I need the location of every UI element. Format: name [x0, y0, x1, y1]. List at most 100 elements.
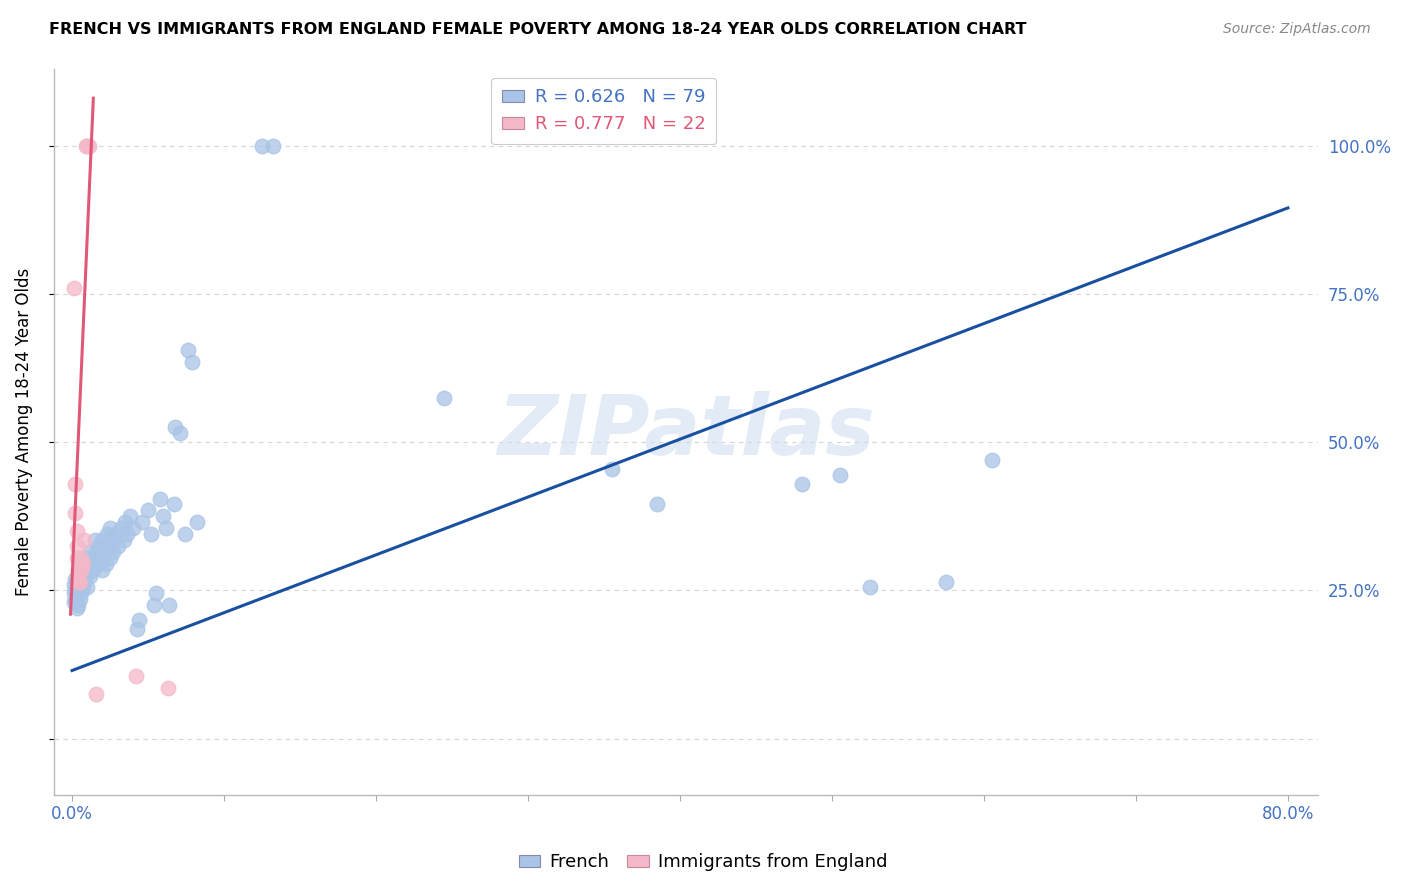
Point	[115, 527, 138, 541]
Point	[152, 509, 174, 524]
Point	[67, 599, 90, 613]
Point	[176, 343, 198, 358]
Point	[75, 138, 97, 153]
Point	[250, 138, 273, 153]
Point	[83, 533, 105, 547]
Point	[89, 539, 111, 553]
Point	[118, 509, 141, 524]
Point	[63, 506, 86, 520]
Point	[645, 498, 668, 512]
Point	[66, 550, 89, 565]
Point	[98, 521, 121, 535]
Point	[80, 557, 103, 571]
Point	[790, 476, 813, 491]
Y-axis label: Female Poverty Among 18-24 Year Olds: Female Poverty Among 18-24 Year Olds	[15, 268, 32, 596]
Point	[63, 572, 86, 586]
Point	[127, 622, 149, 636]
Point	[125, 669, 148, 683]
Point	[72, 557, 94, 571]
Point	[69, 592, 91, 607]
Point	[62, 281, 84, 295]
Point	[77, 138, 100, 153]
Point	[131, 515, 153, 529]
Point	[90, 550, 112, 565]
Point	[66, 586, 89, 600]
Text: Source: ZipAtlas.com: Source: ZipAtlas.com	[1223, 22, 1371, 37]
Point	[107, 539, 129, 553]
Point	[169, 426, 191, 441]
Point	[73, 533, 96, 547]
Point	[91, 563, 114, 577]
Point	[70, 586, 93, 600]
Point	[163, 498, 186, 512]
Point	[121, 521, 143, 535]
Text: FRENCH VS IMMIGRANTS FROM ENGLAND FEMALE POVERTY AMONG 18-24 YEAR OLDS CORRELATI: FRENCH VS IMMIGRANTS FROM ENGLAND FEMALE…	[49, 22, 1026, 37]
Point	[70, 550, 93, 565]
Point	[100, 533, 122, 547]
Point	[104, 527, 127, 541]
Legend: French, Immigrants from England: French, Immigrants from England	[512, 847, 894, 879]
Point	[110, 521, 132, 535]
Point	[72, 557, 94, 571]
Point	[79, 568, 101, 582]
Point	[96, 527, 118, 541]
Point	[86, 545, 108, 559]
Point	[101, 545, 124, 559]
Point	[93, 545, 115, 559]
Point	[62, 586, 84, 600]
Point	[62, 595, 84, 609]
Point	[66, 574, 89, 589]
Point	[69, 574, 91, 589]
Point	[66, 539, 89, 553]
Point	[69, 554, 91, 568]
Point	[67, 566, 90, 580]
Point	[155, 521, 177, 535]
Point	[91, 533, 114, 547]
Point	[70, 572, 93, 586]
Point	[136, 503, 159, 517]
Point	[112, 533, 135, 547]
Point	[149, 491, 172, 506]
Point	[73, 574, 96, 589]
Point	[82, 563, 104, 577]
Point	[69, 557, 91, 571]
Point	[76, 566, 98, 580]
Point	[859, 581, 882, 595]
Legend: R = 0.626   N = 79, R = 0.777   N = 22: R = 0.626 N = 79, R = 0.777 N = 22	[492, 78, 716, 145]
Point	[139, 527, 162, 541]
Point	[67, 581, 90, 595]
Point	[69, 563, 91, 577]
Point	[433, 391, 456, 405]
Point	[98, 550, 121, 565]
Point	[76, 581, 98, 595]
Point	[77, 550, 100, 565]
Point	[62, 577, 84, 591]
Point	[76, 138, 98, 153]
Point	[66, 524, 89, 538]
Point	[69, 577, 91, 591]
Point	[143, 599, 166, 613]
Point	[600, 462, 623, 476]
Point	[67, 568, 90, 582]
Point	[980, 453, 1002, 467]
Point	[67, 574, 90, 589]
Point	[828, 467, 851, 482]
Point	[186, 515, 208, 529]
Point	[63, 583, 86, 598]
Point	[63, 592, 86, 607]
Point	[66, 601, 89, 615]
Point	[75, 568, 97, 582]
Point	[97, 539, 120, 553]
Point	[73, 554, 96, 568]
Point	[173, 527, 195, 541]
Point	[94, 557, 117, 571]
Point	[67, 563, 90, 577]
Point	[114, 515, 136, 529]
Point	[83, 550, 105, 565]
Point	[70, 563, 93, 577]
Point	[935, 574, 957, 589]
Point	[128, 613, 150, 627]
Point	[87, 557, 110, 571]
Point	[63, 476, 86, 491]
Point	[181, 355, 204, 369]
